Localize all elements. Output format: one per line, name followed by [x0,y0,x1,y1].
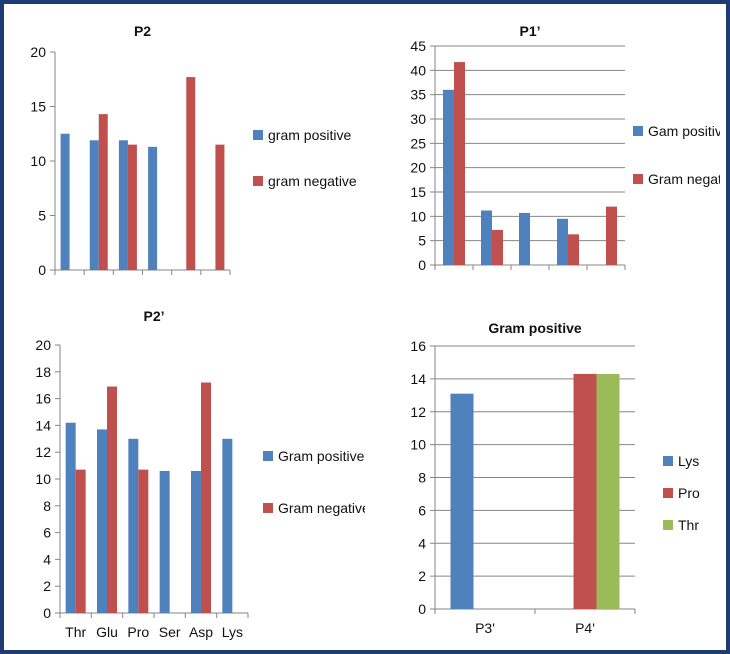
x-tick-label: Ser [159,624,181,640]
x-tick-label: Pro [127,624,149,640]
y-tick-label: 16 [35,391,51,407]
bar-gram-negative-5 [186,77,196,270]
chart-p2: P2 0 5 10 15 20 gram positive gram negative [30,23,357,278]
y-tick-label: 6 [418,502,426,518]
y-tick-label: 14 [410,371,426,387]
bar-gram-negative-1 [75,469,86,613]
bar-gram-negative-3 [127,144,137,270]
bar-gram-positive-5 [191,470,201,613]
bar-gram-negative-5 [201,382,211,613]
y-tick-label: 4 [418,535,426,551]
y-tick-label: 0 [418,601,426,617]
y-tick-label: 35 [410,87,426,103]
y-tick-label: 12 [35,444,51,460]
bar-gam-positive-2 [481,210,492,265]
chart-gram-positive: Gram positive 0 2 4 6 8 10 12 14 16 P3' P4' Lys Pro Th… [410,320,700,636]
bar-gram-positive-3 [128,438,139,613]
legend-swatch-lys [663,456,673,466]
bar-gram-positive-3 [118,140,128,270]
y-tick-label: 5 [38,208,46,224]
bar-gram-positive-4 [148,146,158,270]
x-tick-label: Thr [65,624,86,640]
legend-swatch-thr [663,520,673,530]
x-tick-label: Asp [189,624,213,640]
bar-gram-positive-4 [159,470,170,613]
y-tick-label: 2 [418,568,426,584]
bar-gram-positive-2 [89,140,99,270]
y-tick-label: 25 [410,135,426,151]
y-tick-label: 45 [410,38,426,54]
chart-title: P2 [134,23,151,39]
legend-label-gram-negative: Gram negative [278,500,365,516]
bar-gram-negative-5 [606,206,617,265]
legend-label-pro: Pro [678,485,700,501]
y-tick-label: 8 [418,470,426,486]
bar-gram-positive-1 [60,133,70,270]
y-tick-label: 10 [30,153,46,169]
bar-gam-positive-4 [557,218,568,265]
x-tick-label: P4' [575,620,595,636]
y-tick-label: 18 [35,364,51,380]
y-tick-label: 10 [410,208,426,224]
bar-pro-2 [573,373,597,609]
bar-gram-positive-6 [222,438,233,613]
y-tick-label: 20 [410,160,426,176]
y-tick-label: 14 [35,417,51,433]
legend-label-gram-positive: Gram positive [278,448,365,464]
bar-gram-negative-2 [98,114,108,270]
y-tick-label: 2 [43,578,51,594]
bar-gam-positive-3 [519,212,530,265]
y-tick-label: 10 [35,471,51,487]
y-tick-label: 20 [35,337,51,353]
y-tick-label: 10 [410,437,426,453]
legend-label-gam-positive: Gam positive [648,123,720,139]
y-tick-label: 15 [30,99,46,115]
bar-thr-2 [596,373,620,609]
legend-swatch-gram-positive [253,130,263,140]
y-tick-label: 40 [410,62,426,78]
x-tick-label: P3' [475,620,495,636]
bar-gram-negative-3 [138,469,149,613]
bar-gram-negative-2 [107,386,117,613]
chart-title: P2’ [143,308,164,324]
y-tick-label: 5 [418,233,426,249]
y-tick-label: 8 [43,498,51,514]
legend-label-gram-positive: gram positive [268,127,351,143]
bar-gram-negative-1 [454,62,465,266]
legend-swatch-gram-negative [253,176,263,186]
x-tick-label: Lys [222,624,243,640]
legend-swatch-gram-positive [263,451,273,461]
bar-gram-positive-1 [65,422,76,613]
legend-swatch-pro [663,488,673,498]
y-tick-label: 0 [418,257,426,273]
legend-label-lys: Lys [678,453,699,469]
y-tick-label: 0 [38,262,46,278]
legend-swatch-gam-positive [633,126,643,136]
x-tick-label: Glu [96,624,118,640]
chart-title: P1’ [519,23,540,39]
chart-title: Gram positive [488,320,582,336]
bar-gram-negative-6 [215,144,225,270]
y-tick-label: 0 [43,605,51,621]
legend-label-gram-negative: gram negative [268,173,357,189]
legend-swatch-gram-negative [263,503,273,513]
legend-label-thr: Thr [678,517,699,533]
bar-gram-positive-2 [97,429,107,613]
y-tick-label: 30 [410,111,426,127]
y-tick-label: 15 [410,184,426,200]
y-tick-label: 20 [30,44,46,60]
bar-gram-negative-2 [492,229,503,265]
bar-gam-positive-1 [443,89,454,265]
y-tick-label: 4 [43,551,51,567]
y-tick-label: 16 [410,338,426,354]
legend-swatch-gram-negative [633,174,643,184]
y-tick-label: 6 [43,525,51,541]
y-tick-label: 12 [410,404,426,420]
legend-label-gram-negative: Gram negative [648,171,720,187]
bar-gram-negative-4 [568,234,579,265]
chart-p1-prime: P1’ 0 5 10 15 20 25 30 35 40 45 Gam positive Gram ne… [410,23,720,273]
chart-p2-prime: P2’ 0 2 4 6 8 10 12 14 16 18 20 Thr Glu Pro Ser Asp Lys Gr… [35,308,365,640]
bar-lys-1 [450,393,474,609]
